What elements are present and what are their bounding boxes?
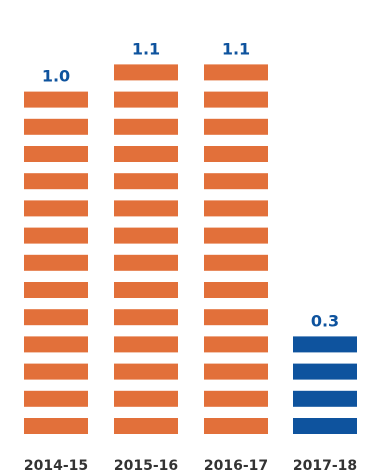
bar-segment bbox=[204, 336, 268, 353]
bar-segment bbox=[204, 118, 268, 135]
bar-segment bbox=[204, 254, 268, 271]
x-tick-label-2017-18: 2017-18 bbox=[293, 458, 357, 474]
bar-segment bbox=[204, 282, 268, 298]
bar-segment bbox=[24, 282, 88, 298]
bar-2014-15 bbox=[24, 91, 88, 434]
bar-segment bbox=[24, 146, 88, 162]
bar-segment bbox=[204, 91, 268, 108]
bar-segment bbox=[114, 282, 178, 298]
bar-segment bbox=[293, 336, 357, 353]
bar-segment bbox=[114, 146, 178, 162]
bar-segment bbox=[204, 418, 268, 434]
bar-segment bbox=[24, 254, 88, 271]
bar-segment bbox=[114, 254, 178, 271]
value-labels-group: 1.0 1.1 1.1 0.3 bbox=[42, 39, 339, 330]
bar-segment bbox=[204, 363, 268, 380]
bar-segment bbox=[24, 227, 88, 244]
bar-segment bbox=[204, 227, 268, 244]
x-axis-tick-labels: 2014-15 2015-16 2016-17 2017-18 bbox=[24, 458, 357, 474]
x-tick-label-2016-17: 2016-17 bbox=[204, 458, 268, 474]
bar-segment bbox=[24, 336, 88, 353]
bar-segment bbox=[204, 309, 268, 326]
bar-segment bbox=[114, 363, 178, 380]
bar-segment bbox=[114, 336, 178, 353]
bar-segment bbox=[114, 118, 178, 135]
bar-segment bbox=[114, 64, 178, 81]
bar-2017-18 bbox=[293, 336, 357, 434]
bar-segment bbox=[293, 390, 357, 407]
bar-segment bbox=[24, 390, 88, 407]
bar-segment bbox=[204, 146, 268, 162]
bar-segment bbox=[24, 91, 88, 108]
data-label-2015-16: 1.1 bbox=[132, 39, 160, 58]
x-tick-label-2015-16: 2015-16 bbox=[114, 458, 178, 474]
bar-segment bbox=[24, 309, 88, 326]
bar-segment bbox=[114, 418, 178, 434]
data-label-2014-15: 1.0 bbox=[42, 67, 70, 86]
x-tick-label-2014-15: 2014-15 bbox=[24, 458, 88, 474]
bar-segment bbox=[24, 200, 88, 217]
bars-group bbox=[24, 64, 357, 434]
bar-2016-17 bbox=[204, 64, 268, 434]
bar-segment bbox=[293, 418, 357, 434]
bar-segment bbox=[114, 227, 178, 244]
bar-segment bbox=[204, 390, 268, 407]
bar-segment bbox=[24, 173, 88, 190]
bar-segment bbox=[24, 363, 88, 380]
bar-segment bbox=[24, 418, 88, 434]
bar-segment bbox=[293, 363, 357, 380]
bar-segment bbox=[114, 173, 178, 190]
bar-segment bbox=[204, 64, 268, 81]
data-label-2016-17: 1.1 bbox=[222, 39, 250, 58]
bar-segment bbox=[114, 390, 178, 407]
bar-segment bbox=[204, 173, 268, 190]
data-label-2017-18: 0.3 bbox=[311, 311, 339, 330]
bar-segment bbox=[24, 118, 88, 135]
bar-segment bbox=[114, 200, 178, 217]
bar-2015-16 bbox=[114, 64, 178, 434]
bar-segment bbox=[204, 200, 268, 217]
bar-segment bbox=[114, 91, 178, 108]
bar-segment bbox=[114, 309, 178, 326]
